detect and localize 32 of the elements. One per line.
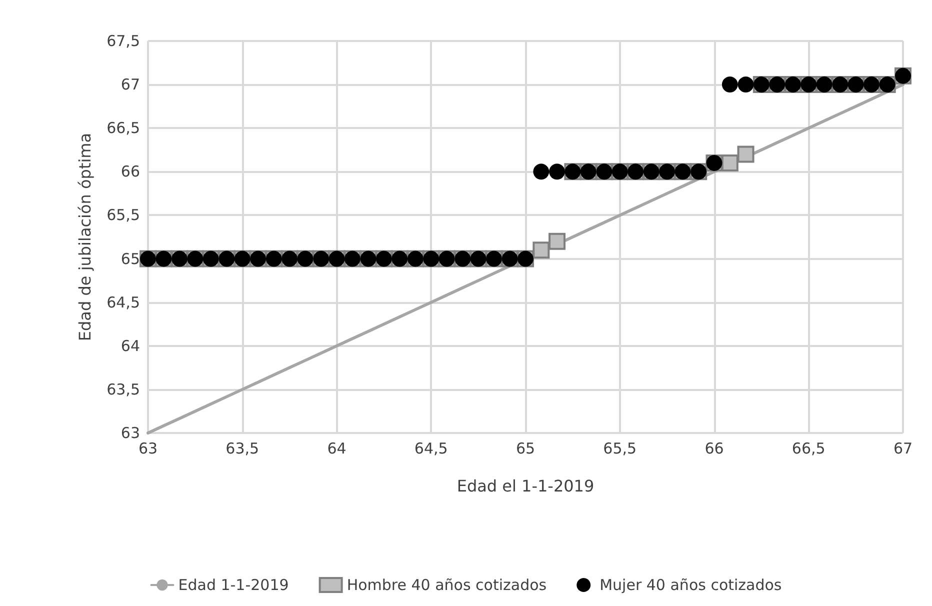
x-axis-title: Edad el 1-1-2019 (456, 476, 594, 496)
x-tick-label: 63 (138, 440, 158, 458)
x-tick-label: 66 (704, 440, 724, 458)
point (722, 76, 738, 93)
x-tick-label: 67 (893, 440, 913, 458)
legend-label: Mujer 40 años cotizados (600, 576, 782, 594)
y-tick-label: 66 (120, 162, 140, 181)
point (737, 146, 754, 163)
x-tick-label: 64 (327, 440, 346, 458)
y-tick-label: 63,5 (106, 380, 140, 398)
y-axis-title: Edad de jubilación óptima (76, 132, 94, 342)
x-tick-label: 65 (516, 440, 536, 458)
x-tick-label: 63,5 (226, 440, 260, 458)
x-tick-label: 66,5 (792, 440, 826, 458)
point (532, 242, 550, 259)
y-tick-label: 63 (120, 424, 140, 442)
y-tick-label: 64,5 (106, 293, 140, 312)
y-tick-label: 67 (120, 76, 140, 94)
point (721, 154, 738, 172)
legend-label: Hombre 40 años cotizados (346, 576, 547, 594)
point (548, 232, 566, 250)
y-tick-label: 66,5 (106, 119, 140, 138)
x-tick-label: 65,5 (603, 440, 637, 458)
y-tick-label: 67,5 (106, 32, 140, 50)
y-tick-label: 65,5 (106, 206, 140, 224)
y-tick-label: 65 (120, 250, 140, 268)
x-tick-label: 64,5 (414, 440, 448, 458)
y-tick-label: 64 (120, 336, 140, 355)
point (549, 164, 566, 180)
point (533, 164, 550, 180)
point (738, 76, 754, 93)
legend-label: Edad 1-1-2019 (178, 576, 289, 594)
